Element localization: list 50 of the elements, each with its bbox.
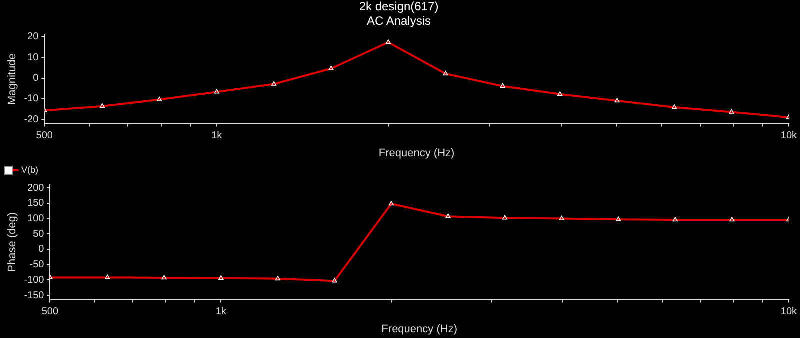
x-tick-label: 10k bbox=[780, 306, 798, 318]
y-axis-title: Magnitude bbox=[6, 54, 19, 105]
y-axis-title: Phase (deg) bbox=[6, 212, 19, 272]
point bbox=[388, 201, 394, 206]
chart-title: 2k design(617) bbox=[359, 0, 439, 14]
y-tick-label: -20 bbox=[24, 114, 40, 126]
legend-label: V(b) bbox=[22, 164, 39, 175]
y-tick-label: 150 bbox=[28, 198, 45, 210]
y-tick-label: 200 bbox=[28, 182, 45, 194]
point bbox=[100, 104, 106, 108]
point bbox=[443, 71, 448, 76]
x-tick-label: 500 bbox=[36, 130, 54, 142]
y-tick-label: 0 bbox=[33, 73, 40, 84]
point bbox=[162, 275, 167, 280]
y-tick-label: -50 bbox=[30, 260, 45, 271]
point bbox=[328, 66, 334, 70]
x-tick-label: 1k bbox=[216, 306, 228, 318]
y-tick-label: -100 bbox=[24, 274, 45, 286]
y-tick-label: 20 bbox=[28, 32, 40, 43]
point bbox=[502, 215, 508, 220]
point bbox=[272, 81, 277, 86]
point bbox=[214, 89, 220, 94]
chart-subtitle: AC Analysis bbox=[366, 14, 432, 28]
point bbox=[275, 276, 280, 281]
point bbox=[105, 274, 110, 280]
x-axis-title: Frequency (Hz) bbox=[378, 147, 455, 160]
point bbox=[500, 83, 506, 88]
x-tick-label: 500 bbox=[42, 306, 59, 318]
point bbox=[156, 96, 162, 102]
y-tick-label: 0 bbox=[38, 244, 45, 256]
x-axis-title: Frequency (Hz) bbox=[382, 323, 458, 336]
point bbox=[386, 40, 392, 44]
y-tick-label: -10 bbox=[24, 94, 40, 105]
point bbox=[446, 214, 451, 218]
point bbox=[616, 216, 622, 222]
point bbox=[332, 278, 338, 283]
point bbox=[729, 109, 734, 114]
point bbox=[558, 92, 563, 96]
point bbox=[218, 275, 224, 280]
y-tick-label: 10 bbox=[28, 52, 40, 64]
y-tick-label: -150 bbox=[24, 290, 45, 302]
point bbox=[672, 217, 678, 222]
point bbox=[559, 216, 564, 220]
x-tick-label: 1k bbox=[212, 130, 224, 142]
x-tick-label: 10k bbox=[780, 130, 798, 142]
y-tick-label: 100 bbox=[28, 214, 45, 225]
point bbox=[672, 104, 678, 110]
y-tick-label: 50 bbox=[33, 228, 45, 240]
point bbox=[614, 98, 620, 103]
point bbox=[730, 217, 735, 222]
